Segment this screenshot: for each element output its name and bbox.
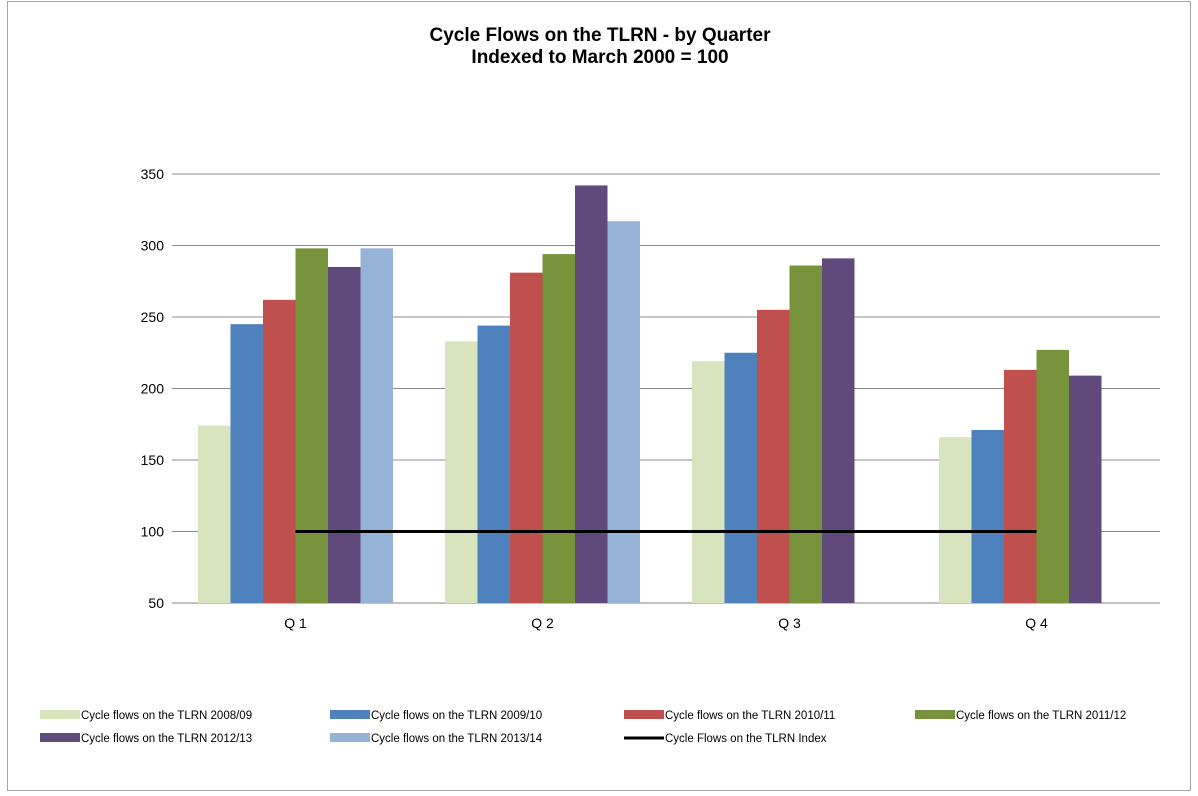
legend-label: Cycle flows on the TLRN 2011/12: [956, 710, 1126, 722]
bar: [971, 429, 1004, 603]
bar: [263, 299, 296, 603]
y-tick-label: 350: [141, 166, 165, 182]
bar: [607, 221, 640, 603]
y-tick-label: 200: [141, 381, 165, 397]
x-tick-label: Q 3: [778, 615, 801, 631]
bar: [510, 272, 543, 603]
bar: [1004, 369, 1037, 603]
legend-swatch: [330, 733, 370, 742]
bar: [477, 325, 510, 603]
bar: [360, 248, 393, 604]
bar: [198, 425, 231, 603]
legend-label: Cycle flows on the TLRN 2010/11: [665, 710, 835, 722]
x-tick-label: Q 2: [531, 615, 554, 631]
bar: [939, 437, 972, 603]
legend-label: Cycle flows on the TLRN 2009/10: [371, 710, 542, 722]
y-tick-label: 50: [148, 595, 164, 611]
y-tick-label: 300: [141, 238, 165, 254]
legend-swatch: [40, 710, 80, 719]
legend-swatch: [330, 710, 370, 719]
x-tick-label: Q 1: [284, 615, 307, 631]
legend-swatch: [624, 710, 664, 719]
legend-label: Cycle flows on the TLRN 2008/09: [81, 710, 252, 722]
bar: [230, 324, 263, 603]
legend-swatch: [915, 710, 955, 719]
y-tick-label: 100: [141, 524, 165, 540]
bar: [1036, 349, 1069, 603]
y-tick-label: 150: [141, 452, 165, 468]
chart-title: Cycle Flows on the TLRN - by Quarter: [429, 25, 771, 46]
chart-subtitle: Indexed to March 2000 = 100: [471, 47, 729, 68]
bar: [724, 352, 757, 603]
bar: [575, 185, 608, 603]
legend-label: Cycle flows on the TLRN 2013/14: [371, 733, 543, 745]
bar: [822, 258, 855, 603]
bar: [328, 266, 361, 603]
bar: [445, 341, 478, 603]
bar: [789, 265, 822, 603]
bar: [1069, 375, 1102, 603]
bar: [692, 361, 725, 603]
x-tick-label: Q 4: [1025, 615, 1048, 631]
bar: [542, 254, 575, 603]
y-tick-label: 250: [141, 309, 165, 325]
bar: [757, 309, 790, 603]
legend-label: Cycle flows on the TLRN 2012/13: [81, 733, 252, 745]
legend-swatch: [40, 733, 80, 742]
legend-label: Cycle Flows on the TLRN Index: [665, 733, 827, 745]
bar: [295, 248, 328, 604]
